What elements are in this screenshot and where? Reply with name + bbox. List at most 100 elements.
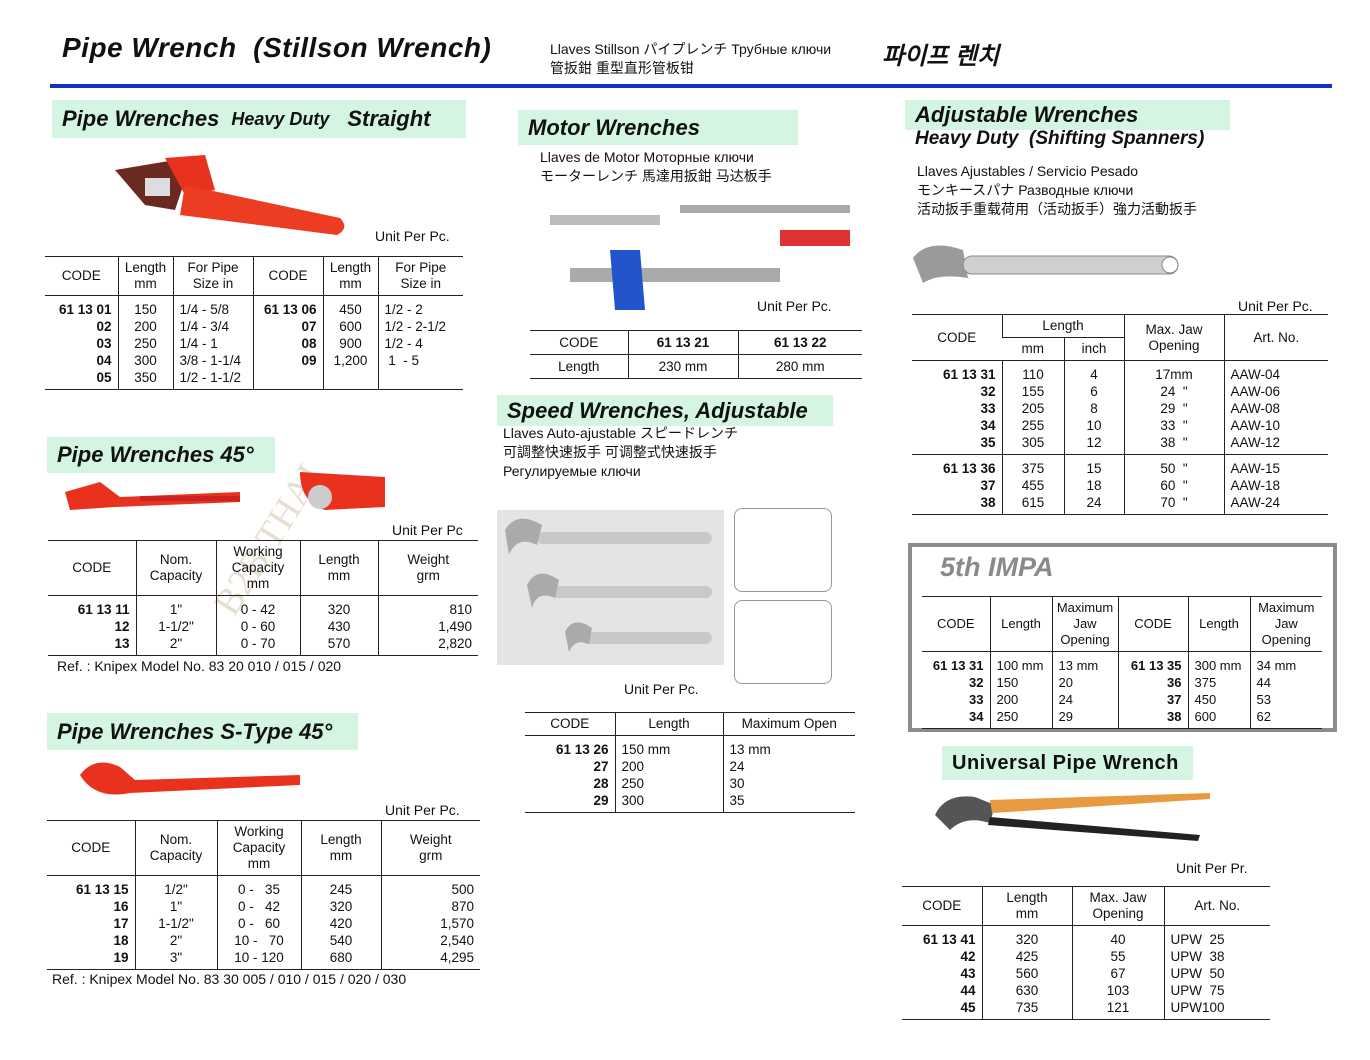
- column-header: Nom. Capacity: [135, 540, 216, 596]
- table-cell: 61 13 31 32 33 34: [932, 658, 984, 724]
- unit-label: Unit Per Pc: [392, 522, 463, 538]
- section-title: Motor Wrenches: [528, 114, 700, 140]
- table-cell: 61 13 35 36 37 38: [1117, 651, 1188, 729]
- column-header: CODE: [922, 898, 962, 913]
- pipe-heavy-table: CODE Length mm For Pipe Size in CODE Length …: [45, 256, 463, 390]
- universal-wrench-image: [935, 793, 1210, 841]
- table-header-row: CODE Length Max. Jaw Opening Art. No.: [912, 314, 1328, 361]
- section-title-2: Straight: [347, 106, 431, 131]
- table-row: 61 13 11 12 13 1" 1-1/2" 2" 0 - 42 0 - 60 …: [48, 595, 478, 656]
- table-cell: 0 - 42 0 - 60 0 - 70: [215, 595, 300, 656]
- table-header-row: CODE Length mm Max. Jaw Opening Art. No.: [902, 886, 1270, 926]
- table-cell: 230 mm: [627, 354, 738, 379]
- table-cell: 61 13 15 16 17 18 19: [75, 882, 129, 965]
- column-header: CODE: [1117, 596, 1188, 652]
- table-cell: 1/4 - 5/8 1/4 - 3/4 1/4 - 1 3/8 - 1-1/4 …: [172, 295, 253, 390]
- column-header: Length: [1187, 596, 1250, 652]
- pipe-wrench-s45-image: [80, 762, 300, 795]
- table-cell: 61 13 11 12 13: [77, 602, 130, 651]
- table-cell: 320 430 570: [299, 595, 378, 656]
- column-header: Length mm: [117, 256, 173, 296]
- table-cell: 61 13 26 27 28 29: [555, 742, 609, 808]
- column-header: Max. Jaw Opening: [1123, 314, 1224, 361]
- table-cell: 300 mm 375 450 600: [1187, 651, 1250, 729]
- column-header: Nom. Capacity: [134, 820, 217, 876]
- table-cell: 1" 1-1/2" 2": [135, 595, 216, 656]
- motor-table: CODE 61 13 21 61 13 22 Length 230 mm 280 mm: [530, 330, 862, 379]
- header-divider: [50, 84, 1332, 88]
- table-row: CODE 61 13 21 61 13 22: [530, 330, 862, 355]
- table-cell: 50 " 60 " 70 ": [1123, 454, 1224, 515]
- adjustable-translations: Llaves Ajustables / Servicio Pesado モンキー…: [917, 163, 1197, 217]
- column-header: Maximum Jaw Opening: [1051, 596, 1118, 652]
- table-cell: 245 320 420 540 680: [300, 875, 381, 970]
- table-row: Length 230 mm 280 mm: [530, 354, 862, 379]
- table-cell: AAW-15 AAW-18 AAW-24: [1223, 454, 1328, 515]
- column-header: Length: [1001, 314, 1124, 338]
- table-cell: 280 mm: [737, 354, 862, 379]
- column-header: CODE: [61, 268, 101, 283]
- column-header: Working Capacity mm: [215, 540, 300, 596]
- section-header-universal: Universal Pipe Wrench: [942, 746, 1193, 780]
- page-title: Pipe Wrench (Stillson Wrench): [62, 32, 492, 63]
- pipe-45-table: CODE Nom. Capacity Working Capacity mm Leng…: [48, 540, 478, 656]
- usage-illustration-2: [734, 600, 832, 684]
- section-title: Pipe Wrenches: [62, 106, 220, 131]
- table-cell: 13 mm 24 30 35: [722, 735, 855, 813]
- table-cell: 17mm 24 " 29 " 33 " 38 ": [1123, 360, 1224, 455]
- table-cell: 375 455 615: [1001, 454, 1064, 515]
- table-header-row: CODE Nom. Capacity Working Capacity mm Leng…: [47, 820, 480, 876]
- column-header: Length: [614, 712, 723, 736]
- table-row: 61 13 41 42 43 44 45 320 425 560 630 735 4…: [902, 925, 1270, 1020]
- column-header: CODE: [550, 716, 590, 731]
- table-cell: CODE: [559, 335, 599, 350]
- column-header: Max. Jaw Opening: [1071, 886, 1164, 926]
- column-header: CODE: [937, 329, 977, 345]
- unit-label: Unit Per Pc.: [385, 802, 460, 818]
- table-header-row: CODE Length Maximum Open: [525, 712, 855, 736]
- table-cell: 450 600 900 1,200: [322, 295, 378, 390]
- table-cell: 320 425 560 630 735: [981, 925, 1072, 1020]
- column-header: Weight grm: [377, 540, 478, 596]
- section-title: Universal Pipe Wrench: [952, 751, 1179, 774]
- column-header: CODE: [936, 616, 975, 631]
- pipe-wrench-45-image: [65, 472, 385, 510]
- motor-wrench-image: [550, 205, 850, 310]
- column-header: CODE: [252, 256, 323, 296]
- table-row: 61 13 26 27 28 29 150 mm 200 250 300 13 mm…: [525, 735, 855, 813]
- section-title: Pipe Wrenches 45°: [57, 442, 254, 467]
- table-row: 61 13 31 32 33 34 35 110 155 205 255 305 4…: [912, 360, 1328, 455]
- table-cell: 61 13 01 02 03 04 05: [58, 302, 112, 385]
- universal-table: CODE Length mm Max. Jaw Opening Art. No. 61 …: [902, 886, 1270, 1020]
- section-title: Speed Wrenches, Adjustable: [507, 397, 808, 423]
- column-header: Weight grm: [380, 820, 480, 876]
- column-header: For Pipe Size in: [172, 256, 253, 296]
- table-header-row: CODE Length Maximum Jaw Opening CODE Length M…: [922, 596, 1322, 652]
- column-header: For Pipe Size in: [377, 256, 463, 296]
- table-cell: 100 mm 150 200 250: [989, 651, 1052, 729]
- section-header-pipe-s45: Pipe Wrenches S-Type 45°: [47, 713, 358, 750]
- table-row: 61 13 15 16 17 18 19 1/2" 1" 1-1/2" 2" 3"…: [47, 875, 480, 970]
- section-header-speed: Speed Wrenches, Adjustable: [497, 395, 833, 426]
- column-header: CODE: [72, 560, 112, 575]
- table-cell: 0 - 35 0 - 42 0 - 60 10 - 70 10 - 120: [216, 875, 301, 970]
- table-cell: 61 13 41 42 43 44 45: [922, 932, 976, 1015]
- column-header: Length: [989, 596, 1052, 652]
- pipe-wrench-image: [115, 155, 345, 235]
- table-cell: 61 13 22: [737, 330, 862, 355]
- table-cell: 1/2 - 2 1/2 - 2-1/2 1/2 - 4 1 - 5: [377, 295, 463, 390]
- table-cell: 13 mm 20 24 29: [1051, 651, 1118, 729]
- table-cell: 150 mm 200 250 300: [614, 735, 723, 813]
- section-header-pipe-45: Pipe Wrenches 45°: [47, 437, 275, 473]
- section-header-motor: Motor Wrenches: [518, 110, 798, 145]
- column-header: Length mm: [299, 540, 378, 596]
- column-header: Working Capacity mm: [216, 820, 301, 876]
- table-cell: 150 200 250 300 350: [117, 295, 173, 390]
- table-row: 61 13 31 32 33 34 100 mm 150 200 250 13 mm…: [922, 651, 1322, 729]
- table-cell: 810 1,490 2,820: [377, 595, 478, 656]
- section-title: Adjustable Wrenches: [915, 102, 1139, 127]
- pipe-s45-table: CODE Nom. Capacity Working Capacity mm Leng…: [47, 820, 480, 970]
- unit-label: Unit Per Pc.: [757, 298, 832, 314]
- table-cell: 61 13 21: [627, 330, 738, 355]
- speed-wrench-image: [497, 510, 724, 665]
